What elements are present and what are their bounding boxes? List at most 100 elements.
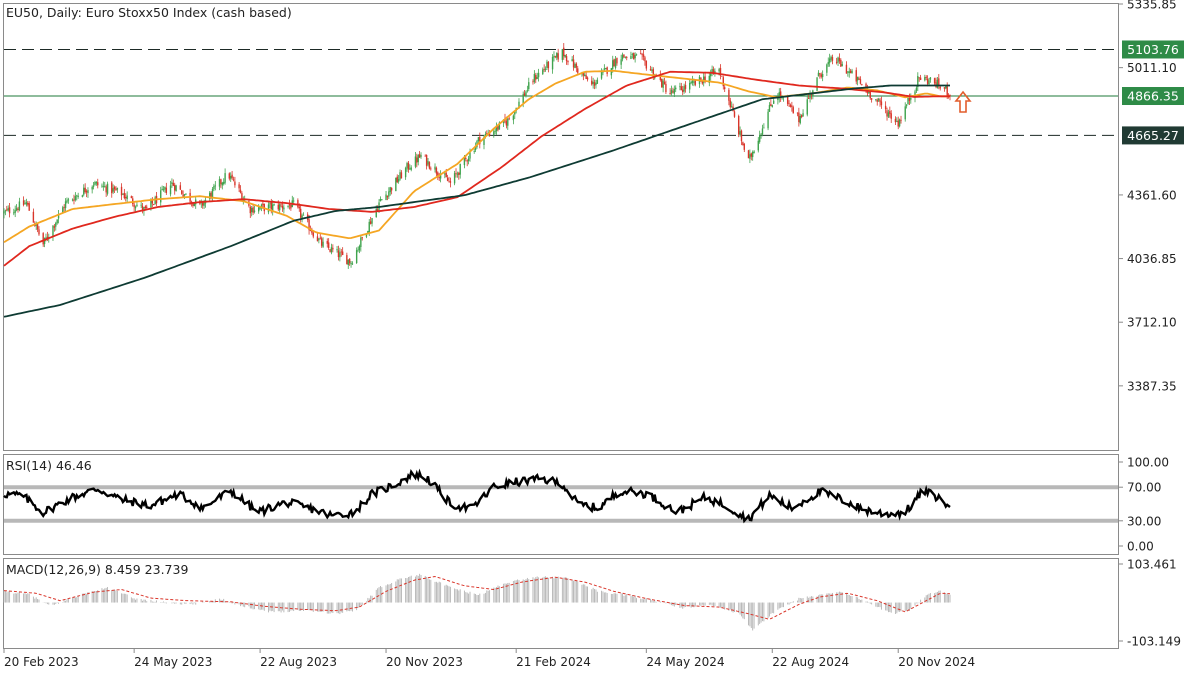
candle (95, 181, 98, 186)
candle (134, 205, 137, 213)
candle (586, 76, 589, 82)
candle (130, 195, 133, 199)
candle (904, 102, 906, 122)
candle (733, 110, 736, 118)
candle (591, 76, 593, 86)
candle (897, 116, 899, 130)
candle (631, 52, 634, 59)
candle (73, 194, 75, 205)
svg-text:4866.35: 4866.35 (1127, 89, 1179, 104)
candle (651, 66, 653, 73)
candle (670, 85, 673, 96)
candle (76, 194, 78, 201)
candle (369, 216, 372, 225)
candle (395, 177, 397, 192)
candle (418, 150, 421, 158)
candle (164, 186, 166, 193)
candle (770, 99, 772, 107)
candle (133, 201, 135, 212)
candle (621, 52, 624, 62)
svg-text:5103.76: 5103.76 (1127, 42, 1179, 57)
candle (507, 117, 509, 130)
candle (757, 137, 759, 153)
candle (918, 77, 920, 82)
candle (684, 81, 687, 93)
candle (672, 87, 674, 94)
candle (526, 85, 529, 93)
candle (924, 74, 926, 82)
candle (67, 197, 70, 204)
candle (574, 62, 576, 69)
candle (14, 205, 16, 218)
candle (390, 187, 393, 195)
candle (528, 77, 530, 92)
candle (55, 221, 57, 231)
candle (523, 89, 526, 97)
candle (361, 236, 363, 241)
candle (181, 189, 183, 195)
macd-signal-line (3, 575, 951, 620)
candle (213, 183, 215, 192)
candle (542, 67, 544, 76)
candle (144, 205, 147, 209)
candle (234, 176, 236, 188)
moving-average-line (3, 70, 950, 267)
candle (385, 190, 387, 201)
candle (817, 70, 820, 77)
candle (512, 114, 515, 125)
x-tick-label: 20 Nov 2023 (386, 655, 463, 669)
candle (536, 72, 538, 80)
y-tick-label: 3712.10 (1127, 316, 1177, 330)
candle (91, 185, 93, 194)
candle (319, 233, 321, 240)
candle (675, 85, 677, 93)
candle (751, 150, 754, 161)
candle (859, 76, 862, 85)
candle (547, 61, 550, 73)
candle (200, 199, 203, 208)
rsi-tick-label: 100.00 (1127, 456, 1169, 470)
candle (645, 60, 648, 71)
candle (683, 83, 685, 94)
candle (101, 183, 103, 188)
candle (467, 155, 470, 165)
candle (53, 224, 56, 232)
candle (747, 149, 750, 159)
candle (886, 107, 888, 121)
candle (209, 191, 211, 202)
rsi-line (3, 468, 951, 524)
candle (673, 85, 676, 97)
candle (232, 176, 235, 182)
candle (85, 189, 88, 198)
candle (379, 196, 382, 202)
candle (869, 90, 871, 100)
candle (434, 163, 436, 173)
candle (25, 198, 28, 207)
y-tick-label: 3387.35 (1127, 379, 1177, 393)
candle (791, 101, 793, 112)
y-tick-label: 4361.60 (1127, 188, 1177, 202)
candle (778, 88, 780, 103)
candle (830, 55, 832, 63)
candle (136, 201, 138, 207)
candle (690, 80, 692, 85)
candle (634, 52, 636, 63)
candle (112, 184, 114, 194)
candle (807, 94, 810, 100)
candle (57, 210, 60, 224)
candle (81, 194, 84, 198)
candle (388, 187, 390, 200)
candle (336, 245, 338, 253)
candle (642, 49, 645, 61)
candle (56, 219, 58, 225)
candle (553, 51, 555, 62)
candle (623, 54, 625, 59)
candle (27, 201, 29, 207)
macd-panel: 103.461 -103.149 MACD(12,26,9) 8.459 23.7… (3, 558, 1181, 649)
candle (104, 181, 106, 188)
candle (322, 237, 324, 249)
candle (17, 206, 19, 213)
candle (84, 183, 86, 194)
candle (466, 159, 468, 167)
